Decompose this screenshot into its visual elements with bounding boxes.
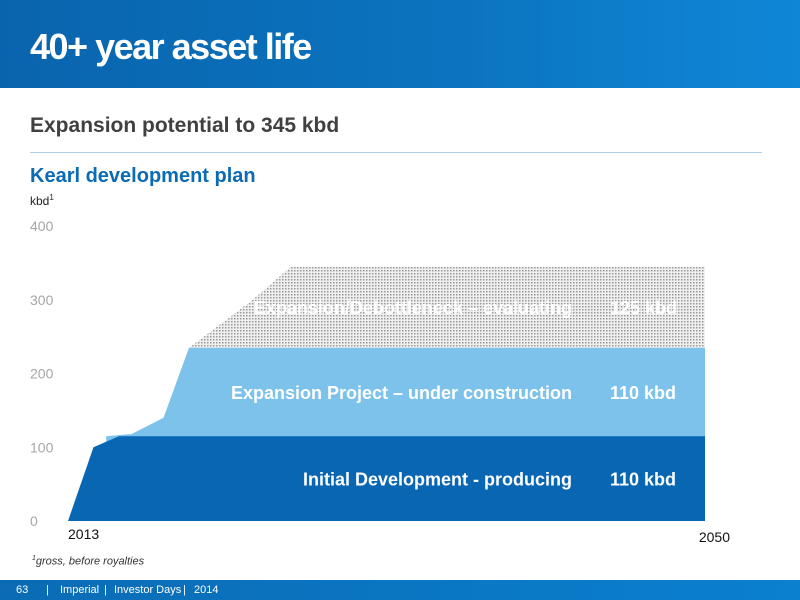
x-tick-label: 2050 — [699, 529, 730, 545]
expansion-debottleneck-capacity: 125 kbd — [610, 298, 677, 318]
y-axis-unit-footnote-mark: 1 — [49, 193, 54, 202]
expansion-project-label: Expansion Project – under construction — [231, 383, 572, 403]
footer-page-number: 63 — [16, 584, 29, 596]
y-tick-label: 400 — [30, 218, 54, 234]
footer-company: Imperial — [60, 584, 100, 596]
y-tick-label: 300 — [30, 292, 54, 308]
footnote: 1gross, before royalties — [32, 555, 144, 568]
footer-event: Investor Days — [114, 584, 182, 596]
footer-year: 2014 — [194, 584, 219, 596]
y-axis-unit-text: kbd — [30, 194, 50, 208]
footer-separator: | — [183, 584, 186, 596]
initial-development-label: Initial Development - producing — [303, 470, 572, 490]
title-banner: 40+ year asset life — [0, 0, 800, 88]
initial-development-area — [68, 436, 705, 521]
footer-separator: | — [46, 584, 49, 596]
footer-bar: 63 | Imperial | Investor Days | 2014 — [0, 580, 800, 600]
initial-development-capacity: 110 kbd — [610, 470, 676, 490]
footer-separator: | — [104, 584, 107, 596]
y-tick-label: 200 — [30, 366, 54, 382]
expansion-debottleneck-label: Expansion/Debottleneck – evaluating — [254, 298, 572, 318]
slide-subtitle: Expansion potential to 345 kbd — [30, 114, 340, 137]
chart-title: Kearl development plan — [30, 165, 256, 187]
divider — [30, 152, 762, 153]
y-axis-unit: kbd1 — [30, 193, 54, 208]
footnote-mark: 1 — [32, 555, 36, 562]
x-tick-label: 2013 — [68, 526, 99, 542]
y-tick-label: 100 — [30, 439, 54, 455]
expansion-project-capacity: 110 kbd — [610, 383, 676, 403]
y-tick-label: 0 — [30, 513, 38, 529]
footnote-text: gross, before royalties — [35, 555, 145, 568]
page-title: 40+ year asset life — [30, 26, 312, 67]
